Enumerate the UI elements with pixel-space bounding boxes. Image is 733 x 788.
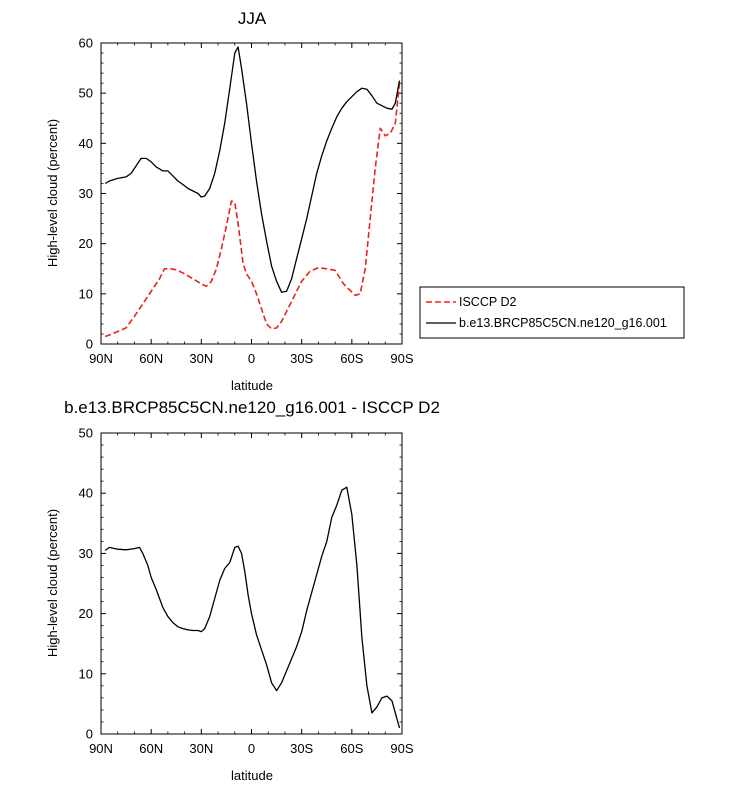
chart-top-ytick-label: 40 [79,136,93,151]
chart-bottom-xtick-label: 90N [89,741,113,756]
chart-bottom-ticks: 0 10 20 30 40 50 90N 60N 30N 0 30S 60S 90S [79,426,414,757]
chart-bottom-ytick-label: 20 [79,606,93,621]
chart-top-ytick-label: 20 [79,236,93,251]
chart-top-series-line-model [104,46,401,293]
chart-top-series [104,46,401,338]
chart-top-ytick-label: 10 [79,286,93,301]
chart-top-xtick-label: 90S [390,351,413,366]
chart-bottom-ylabel: High-level cloud (percent) [45,509,60,657]
chart-top-xtick-label: 60S [340,351,363,366]
chart-bottom-series [104,486,401,729]
chart-top-ytick-label: 60 [79,36,93,51]
chart-bottom-title: b.e13.BRCP85C5CN.ne120_g16.001 - ISCCP D… [64,398,440,417]
chart-top-frame [100,42,403,345]
chart-top-xtick-label: 90N [89,351,113,366]
legend: ISCCP D2 b.e13.BRCP85C5CN.ne120_g16.001 [419,286,685,339]
chart-bottom-series-line-model [104,486,401,729]
chart-top-xtick-label: 0 [248,351,255,366]
chart-bottom-ytick-label: 0 [86,727,93,742]
chart-bottom-xtick-label: 30S [290,741,313,756]
chart-top-ytick-label: 50 [79,86,93,101]
chart-top-title: JJA [238,9,267,28]
chart-top-xtick-label: 60N [139,351,163,366]
chart-top-xtick-label: 30N [189,351,213,366]
legend-box [419,286,685,339]
chart-bottom-xlabel: latitude [231,768,273,783]
legend-item-isccp-label: ISCCP D2 [459,295,516,309]
legend-item-model-label: b.e13.BRCP85C5CN.ne120_g16.001 [459,316,667,330]
chart-top-xtick-label: 30S [290,351,313,366]
chart-bottom-xtick-label: 30N [189,741,213,756]
chart-top-ticks: 0 10 20 30 40 50 60 90N 60N 30N 0 30S 60S 90S [79,36,414,367]
chart-top-series-line-isccp [104,83,401,338]
chart-bottom-xtick-label: 60S [340,741,363,756]
chart-bottom-xtick-label: 60N [139,741,163,756]
chart-bottom-frame [100,432,403,735]
chart-top-ytick-label: 30 [79,186,93,201]
chart-top-xlabel: latitude [231,378,273,393]
chart-top: JJA 0 10 20 30 40 50 60 90N 60N 30N 0 30S 60S 90S lat… [45,9,414,393]
chart-bottom-ytick-label: 40 [79,486,93,501]
chart-bottom-xtick-label: 90S [390,741,413,756]
chart-top-ytick-label: 0 [86,337,93,352]
chart-bottom: b.e13.BRCP85C5CN.ne120_g16.001 - ISCCP D… [45,398,440,783]
chart-bottom-xtick-label: 0 [248,741,255,756]
chart-bottom-ytick-label: 50 [79,426,93,441]
chart-bottom-ytick-label: 30 [79,546,93,561]
chart-bottom-ytick-label: 10 [79,666,93,681]
chart-top-ylabel: High-level cloud (percent) [45,119,60,267]
